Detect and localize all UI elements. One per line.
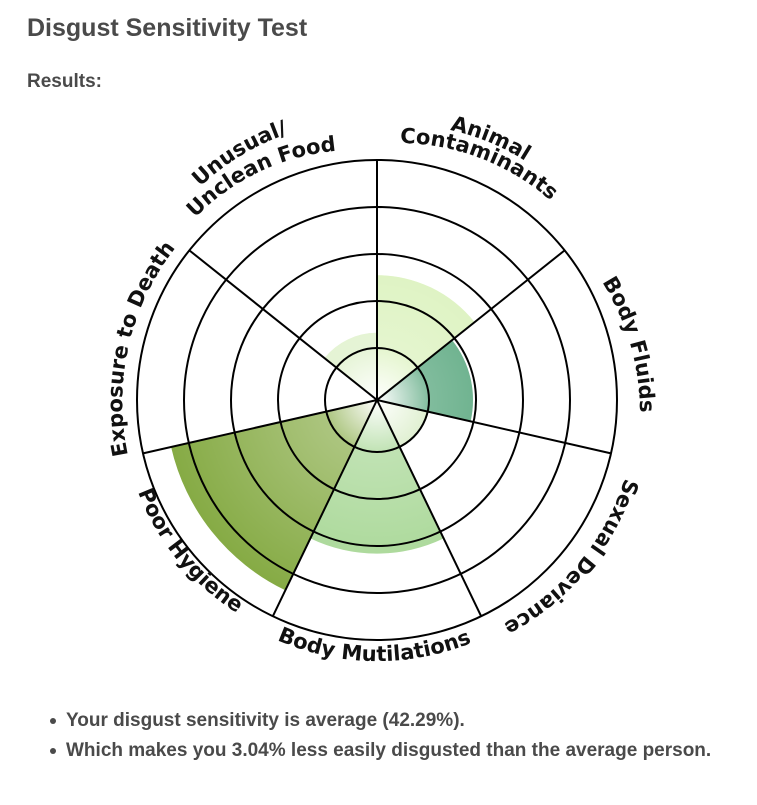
- summary-sensitivity: Your disgust sensitivity is average (42.…: [50, 706, 726, 736]
- segment-fade-poor-hygiene: [171, 400, 377, 591]
- category-label-sexual-deviance: Sexual Deviance: [501, 476, 643, 640]
- category-label-exposure-to-death: Exposure to Death: [103, 236, 179, 458]
- spoke-6: [142, 399, 378, 455]
- spoke-3: [376, 399, 612, 455]
- disgust-radar-chart: Unusual/ Unclean Food Animal Contaminant…: [103, 111, 659, 666]
- category-label-body-fluids: Body Fluids: [598, 272, 659, 412]
- segment-fade-body-mutilations: [310, 400, 444, 554]
- category-spokes: [142, 160, 612, 617]
- segment-fade-animal-contaminants: [377, 275, 475, 400]
- spoke-2: [376, 249, 566, 401]
- results-summary: Your disgust sensitivity is average (42.…: [50, 706, 726, 766]
- summary-comparison: Which makes you 3.04% less easily disgus…: [50, 736, 726, 766]
- segment-fade-exposure-to-death: [329, 370, 377, 411]
- results-label: Results:: [27, 71, 102, 92]
- spoke-5: [271, 399, 378, 617]
- value-segments: [171, 275, 475, 591]
- spoke-4: [376, 399, 483, 617]
- spoke-7: [188, 249, 378, 401]
- page-title: Disgust Sensitivity Test: [27, 14, 308, 42]
